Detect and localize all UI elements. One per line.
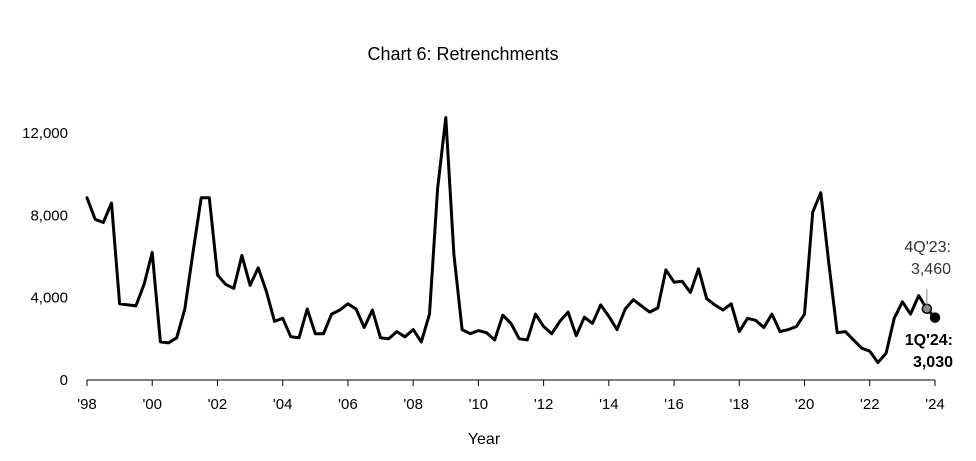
y-tick-label: 8,000: [30, 207, 68, 224]
x-tick-label: '98: [77, 396, 97, 413]
x-tick-label: '22: [860, 396, 880, 413]
x-tick-label: '04: [273, 396, 293, 413]
point-marker-1Q24: [929, 312, 941, 323]
x-tick-label: '06: [338, 396, 358, 413]
y-tick-label: 0: [60, 372, 68, 389]
x-axis-ticks: '98 '00 '02 '04 '06 '08 '10 '12 '14 '16 '18 '20 '22 '…: [77, 380, 945, 413]
x-tick-label: '14: [599, 396, 619, 413]
x-axis-label: Year: [468, 431, 501, 448]
y-tick-label: 12,000: [22, 125, 68, 142]
chart-title: Chart 6: Retrenchments: [367, 44, 558, 64]
x-tick-label: '02: [208, 396, 228, 413]
x-tick-label: '24: [925, 396, 945, 413]
x-tick-label: '18: [730, 396, 750, 413]
annotation-label-1q24: 3,030: [913, 354, 953, 371]
series-line-retrenchments: [85, 116, 937, 364]
x-tick-label: '08: [403, 396, 423, 413]
annotation-markers: [921, 288, 941, 323]
x-tick-label: '20: [795, 396, 815, 413]
point-marker-4Q23: [921, 303, 933, 315]
x-tick-label: '00: [142, 396, 162, 413]
x-tick-label: '10: [469, 396, 489, 413]
y-axis-ticks: 0 4,000 8,000 12,000: [22, 125, 68, 389]
annotation-label-4q23: 3,460: [911, 261, 951, 278]
annotation-label-4q23: 4Q'23:: [904, 239, 951, 256]
annotations: 4Q'23: 3,460 1Q'24: 3,030: [904, 239, 953, 371]
x-tick-label: '16: [664, 396, 684, 413]
annotation-label-1q24: 1Q'24:: [905, 332, 953, 349]
y-tick-label: 4,000: [30, 290, 68, 307]
x-tick-label: '12: [534, 396, 554, 413]
